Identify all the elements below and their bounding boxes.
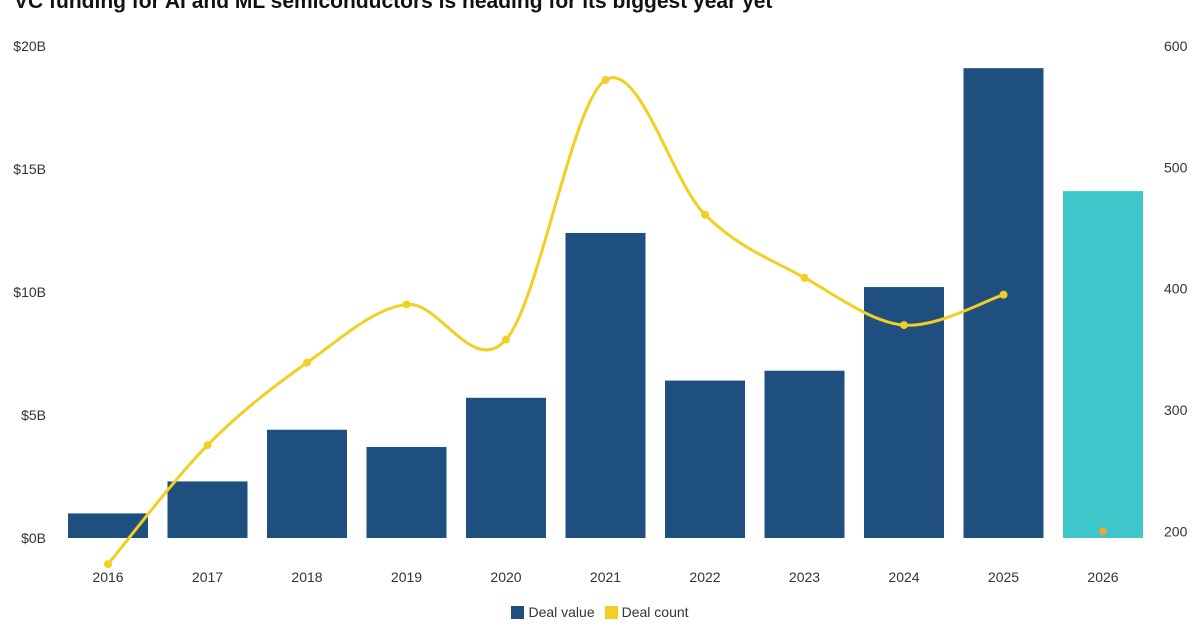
deal-count-point[interactable] [800, 273, 809, 282]
deal-count-line-group [104, 75, 1107, 569]
right-y-axis: 200 300 400 500 600 [1164, 38, 1188, 539]
deal-count-point[interactable] [701, 210, 709, 219]
left-axis-tick-label: $15B [13, 161, 46, 177]
deal-count-point[interactable] [999, 290, 1008, 299]
right-axis-tick-label: 300 [1164, 402, 1188, 418]
left-axis-tick-label: $20B [13, 38, 46, 54]
deal-value-bar[interactable] [565, 232, 646, 538]
deal-value-bar[interactable] [963, 68, 1044, 538]
x-axis-tick-label: 2018 [291, 569, 322, 585]
deal-value-swatch [511, 605, 525, 619]
legend-item-deal-value[interactable]: Deal value [511, 604, 595, 620]
deal-value-bar-projected[interactable] [1063, 191, 1143, 538]
deal-count-point[interactable] [402, 300, 411, 309]
deal-count-point[interactable] [601, 75, 610, 84]
deal-value-bars [68, 68, 1143, 538]
right-axis-tick-label: 400 [1164, 281, 1188, 297]
legend-label-deal-count: Deal count [621, 604, 689, 620]
right-axis-tick-label: 500 [1164, 159, 1188, 175]
deal-value-bar[interactable] [764, 370, 845, 538]
deal-count-point[interactable] [502, 335, 510, 344]
deal-value-bar[interactable] [68, 513, 148, 538]
deal-count-point[interactable] [203, 441, 212, 450]
left-axis-tick-label: $0B [21, 530, 46, 546]
deal-count-line [106, 76, 1004, 566]
legend: Deal value Deal count [0, 604, 1200, 620]
x-axis-tick-label: 2020 [490, 569, 521, 585]
chart-title: VC funding for AI and ML semiconductors … [14, 0, 773, 13]
legend-item-deal-count[interactable]: Deal count [604, 604, 689, 620]
deal-value-bar[interactable] [466, 397, 546, 538]
right-axis-tick-label: 600 [1164, 38, 1188, 54]
x-axis-tick-label: 2024 [888, 569, 919, 585]
deal-count-point-projected[interactable] [1099, 527, 1107, 536]
deal-value-bar[interactable] [665, 380, 745, 538]
right-axis-tick-label: 200 [1164, 523, 1188, 539]
x-axis-tick-label: 2025 [988, 569, 1019, 585]
x-axis-tick-label: 2017 [192, 569, 223, 585]
deal-count-point[interactable] [900, 321, 908, 330]
left-axis-tick-label: $10B [13, 284, 46, 300]
deal-value-bar[interactable] [267, 429, 347, 538]
legend-label-deal-value: Deal value [528, 604, 595, 620]
x-axis-tick-label: 2022 [689, 569, 720, 585]
left-y-axis: $0B $5B $10B $15B $20B [13, 38, 46, 546]
x-axis-tick-label: 2021 [590, 569, 621, 585]
deal-value-bar[interactable] [167, 481, 248, 538]
x-axis-tick-label: 2023 [789, 569, 820, 585]
deal-count-point[interactable] [303, 358, 311, 367]
x-axis-tick-label: 2026 [1087, 569, 1118, 585]
deal-count-point[interactable] [104, 560, 112, 569]
x-axis: 2016 2017 2018 2019 2020 2021 2022 2023 2024 2025… [92, 569, 1118, 585]
x-axis-tick-label: 2019 [391, 569, 422, 585]
x-axis-tick-label: 2016 [92, 569, 123, 585]
deal-count-swatch [604, 605, 618, 619]
left-axis-tick-label: $5B [21, 407, 46, 423]
deal-value-bar[interactable] [366, 446, 447, 538]
